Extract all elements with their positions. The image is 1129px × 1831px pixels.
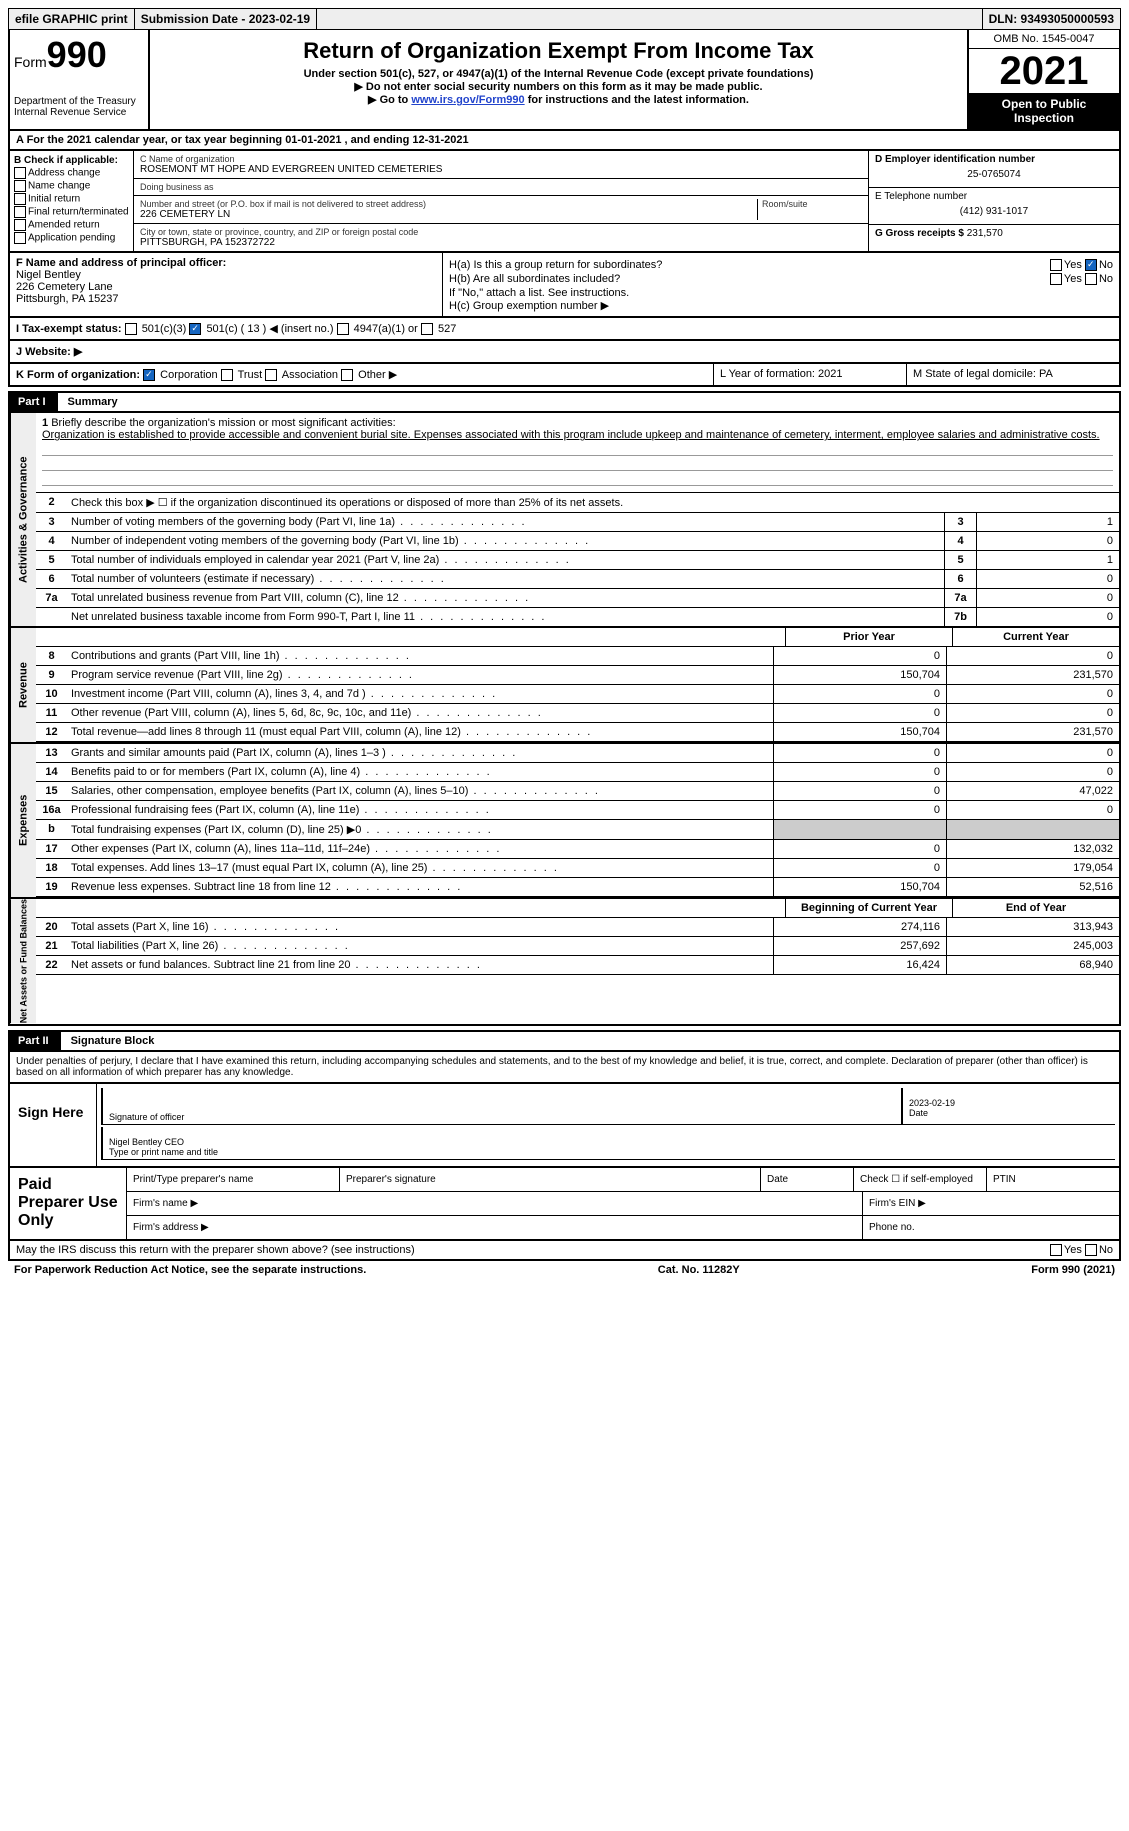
cb-trust[interactable] [221,369,233,381]
gov-line: 3Number of voting members of the governi… [36,513,1119,532]
gov-line: Net unrelated business taxable income fr… [36,608,1119,626]
box-e-phone: E Telephone number (412) 931-1017 [869,188,1119,225]
form-number: Form990 [14,34,144,76]
sign-date: 2023-02-19 Date [901,1088,1115,1124]
data-line: 16aProfessional fundraising fees (Part I… [36,801,1119,820]
box-m-state: M State of legal domicile: PA [907,364,1119,385]
data-line: 21Total liabilities (Part X, line 26)257… [36,937,1119,956]
box-d-ein: D Employer identification number 25-0765… [869,151,1119,188]
identity-grid: B Check if applicable: Address change Na… [8,151,1121,253]
netassets-header: Beginning of Current Year End of Year [36,899,1119,918]
box-h-group: H(a) Is this a group return for subordin… [443,253,1119,316]
part-1-header: Part I Summary [8,391,1121,413]
omb-number: OMB No. 1545-0047 [969,30,1119,49]
data-line: 10Investment income (Part VIII, column (… [36,685,1119,704]
governance-section: Activities & Governance 1 Briefly descri… [8,413,1121,628]
box-c-dba: Doing business as [134,179,868,196]
cb-501c3[interactable] [125,323,137,335]
cb-assoc[interactable] [265,369,277,381]
cb-application-pending[interactable]: Application pending [14,232,129,244]
governance-tab: Activities & Governance [10,413,36,626]
netassets-tab: Net Assets or Fund Balances [10,899,36,1023]
sign-here-block: Sign Here Signature of officer 2023-02-1… [8,1084,1121,1168]
efile-label: efile GRAPHIC print [9,9,135,29]
cb-4947[interactable] [337,323,349,335]
data-line: 19Revenue less expenses. Subtract line 1… [36,878,1119,897]
data-line: 20Total assets (Part X, line 16)274,1163… [36,918,1119,937]
open-to-public: Open to Public Inspection [969,93,1119,129]
officer-name: Nigel Bentley CEO Type or print name and… [101,1127,1115,1159]
data-line: 13Grants and similar amounts paid (Part … [36,744,1119,763]
data-line: 17Other expenses (Part IX, column (A), l… [36,840,1119,859]
box-f-officer: F Name and address of principal officer:… [10,253,443,316]
gov-line: 5Total number of individuals employed in… [36,551,1119,570]
cb-527[interactable] [421,323,433,335]
cb-group-yes[interactable] [1050,259,1062,271]
cb-final-return[interactable]: Final return/terminated [14,206,129,218]
dln: DLN: 93493050000593 [982,9,1120,29]
row-a-period: A For the 2021 calendar year, or tax yea… [8,131,1121,151]
gov-line: 4Number of independent voting members of… [36,532,1119,551]
cb-address-change[interactable]: Address change [14,167,129,179]
subtitle-2: Do not enter social security numbers on … [154,80,963,93]
box-j-website: J Website: ▶ [8,341,1121,364]
form-title: Return of Organization Exempt From Incom… [154,38,963,64]
line-2: 2 Check this box ▶ ☐ if the organization… [36,493,1119,513]
expenses-section: Expenses 13Grants and similar amounts pa… [8,744,1121,899]
box-l-year: L Year of formation: 2021 [714,364,907,385]
submission-date: Submission Date - 2023-02-19 [135,9,317,29]
officer-signature: Signature of officer [101,1088,901,1124]
cb-discuss-yes[interactable] [1050,1244,1062,1256]
data-line: 15Salaries, other compensation, employee… [36,782,1119,801]
mission-block: 1 Briefly describe the organization's mi… [36,413,1119,493]
cb-group-no[interactable] [1085,259,1097,271]
revenue-tab: Revenue [10,628,36,742]
col-b-checkboxes: B Check if applicable: Address change Na… [10,151,134,251]
cb-initial-return[interactable]: Initial return [14,193,129,205]
cb-discuss-no[interactable] [1085,1244,1097,1256]
subtitle-3: Go to www.irs.gov/Form990 for instructio… [154,93,963,106]
data-line: bTotal fundraising expenses (Part IX, co… [36,820,1119,840]
part-2-header: Part II Signature Block [8,1030,1121,1052]
signature-intro: Under penalties of perjury, I declare th… [8,1052,1121,1084]
data-line: 14Benefits paid to or for members (Part … [36,763,1119,782]
data-line: 9Program service revenue (Part VIII, lin… [36,666,1119,685]
tax-year: 2021 [969,49,1119,93]
revenue-section: Revenue Prior Year Current Year 8Contrib… [8,628,1121,744]
data-line: 11Other revenue (Part VIII, column (A), … [36,704,1119,723]
box-g-receipts: G Gross receipts $ 231,570 [869,225,1119,242]
cb-sub-no[interactable] [1085,273,1097,285]
data-line: 8Contributions and grants (Part VIII, li… [36,647,1119,666]
box-c-name: C Name of organization ROSEMONT MT HOPE … [134,151,868,179]
tax-status-row: I Tax-exempt status: 501(c)(3) 501(c) ( … [8,318,1121,341]
netassets-section: Net Assets or Fund Balances Beginning of… [8,899,1121,1025]
data-line: 18Total expenses. Add lines 13–17 (must … [36,859,1119,878]
box-c-address: Number and street (or P.O. box if mail i… [134,196,868,224]
top-bar: efile GRAPHIC print Submission Date - 20… [8,8,1121,30]
paid-preparer-block: Paid Preparer Use Only Print/Type prepar… [8,1168,1121,1241]
form-header: Form990 Department of the Treasury Inter… [8,30,1121,131]
officer-and-group: F Name and address of principal officer:… [8,253,1121,318]
cb-sub-yes[interactable] [1050,273,1062,285]
cb-amended[interactable]: Amended return [14,219,129,231]
cb-501c[interactable] [189,323,201,335]
cb-corp[interactable] [143,369,155,381]
data-line: 22Net assets or fund balances. Subtract … [36,956,1119,975]
gov-line: 7aTotal unrelated business revenue from … [36,589,1119,608]
revenue-header: Prior Year Current Year [36,628,1119,647]
dept-label: Department of the Treasury Internal Reve… [14,96,144,118]
expenses-tab: Expenses [10,744,36,897]
discuss-row: May the IRS discuss this return with the… [8,1241,1121,1261]
box-c-city: City or town, state or province, country… [134,224,868,251]
footer-bar: For Paperwork Reduction Act Notice, see … [8,1261,1121,1279]
gov-line: 6Total number of volunteers (estimate if… [36,570,1119,589]
cb-other[interactable] [341,369,353,381]
subtitle-1: Under section 501(c), 527, or 4947(a)(1)… [154,68,963,80]
data-line: 12Total revenue—add lines 8 through 11 (… [36,723,1119,742]
org-form-row: K Form of organization: Corporation Trus… [8,364,1121,387]
irs-link[interactable]: www.irs.gov/Form990 [411,94,524,106]
cb-name-change[interactable]: Name change [14,180,129,192]
